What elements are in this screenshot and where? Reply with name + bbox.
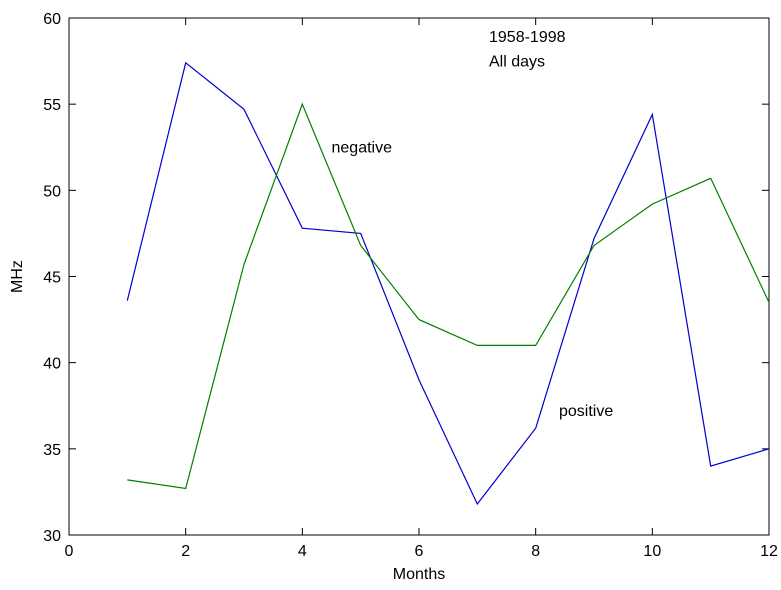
x-tick-label: 12 xyxy=(760,543,778,560)
y-tick-label: 40 xyxy=(43,356,61,373)
y-tick-label: 30 xyxy=(43,528,61,545)
chart-annotation: positive xyxy=(559,403,613,420)
y-tick-label: 55 xyxy=(43,97,61,114)
x-tick-label: 6 xyxy=(415,543,424,560)
chart-annotation: 1958-1998 xyxy=(489,29,566,46)
series-line-1 xyxy=(126,61,770,506)
chart-annotation: negative xyxy=(332,139,393,156)
x-tick-label: 0 xyxy=(65,543,74,560)
y-tick-label: 45 xyxy=(43,270,61,287)
y-tick-label: 50 xyxy=(43,183,61,200)
y-axis-label: MHz xyxy=(9,260,26,293)
x-axis-label: Months xyxy=(393,566,445,583)
axis-ticks xyxy=(68,17,770,536)
y-tick-label: 60 xyxy=(43,11,61,28)
x-tick-label: 4 xyxy=(298,543,307,560)
y-tick-label: 35 xyxy=(43,442,61,459)
x-tick-label: 8 xyxy=(531,543,540,560)
series-group xyxy=(126,61,770,506)
x-tick-label: 10 xyxy=(643,543,661,560)
annotations: 1958-1998 All days negative positive xyxy=(332,29,614,420)
x-tick-label: 2 xyxy=(181,543,190,560)
tick-labels: 0 2 4 6 8 10 12 30 35 40 45 50 55 60 xyxy=(43,11,778,560)
series-line-2 xyxy=(127,102,770,490)
chart-annotation: All days xyxy=(489,53,545,70)
